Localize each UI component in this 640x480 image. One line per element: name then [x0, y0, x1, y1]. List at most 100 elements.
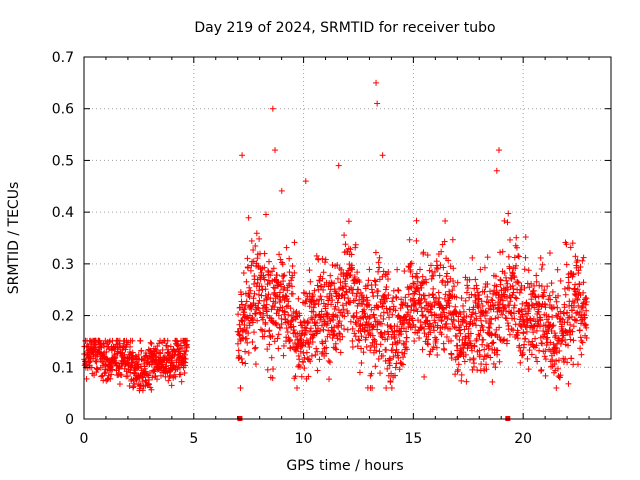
data-point [137, 337, 144, 344]
data-point [371, 336, 378, 343]
data-point [506, 331, 513, 338]
data-point [403, 334, 410, 341]
data-point [247, 287, 254, 294]
data-point [93, 365, 100, 372]
data-point [464, 282, 471, 289]
data-point [164, 337, 171, 344]
data-point [271, 338, 278, 345]
data-point [353, 313, 360, 320]
data-point [294, 384, 301, 391]
data-point [369, 384, 376, 391]
data-point [243, 278, 250, 285]
data-point [383, 346, 390, 353]
data-point [292, 373, 299, 380]
data-point [130, 383, 137, 390]
data-point [375, 288, 382, 295]
y-tick-label: 0.5 [52, 153, 74, 169]
data-point [127, 343, 134, 350]
data-point [427, 262, 434, 269]
data-point [308, 314, 315, 321]
data-point [400, 354, 407, 361]
data-point [539, 340, 546, 347]
data-point [473, 285, 480, 292]
data-point [529, 301, 536, 308]
data-point [322, 256, 329, 263]
data-point [112, 354, 119, 361]
data-point [517, 359, 524, 366]
data-point [539, 261, 546, 268]
data-point [279, 261, 286, 268]
data-point [538, 265, 545, 272]
data-point [263, 301, 270, 308]
data-point [152, 372, 159, 379]
data-point [369, 289, 376, 296]
data-point [377, 370, 384, 377]
data-point [563, 261, 570, 268]
data-point [354, 343, 361, 350]
data-point [331, 280, 338, 287]
data-point [297, 348, 304, 355]
data-point [332, 303, 339, 310]
data-point [521, 341, 528, 348]
data-points [81, 79, 590, 421]
data-point [287, 337, 294, 344]
data-point [327, 272, 334, 279]
data-point [376, 264, 383, 271]
data-point [115, 364, 122, 371]
x-tick-label: 10 [295, 431, 313, 447]
data-point [119, 362, 126, 369]
data-point [307, 325, 314, 332]
data-point [172, 373, 179, 380]
data-point [452, 303, 459, 310]
data-point [325, 357, 332, 364]
data-point [515, 279, 522, 286]
data-point [375, 355, 382, 362]
data-point [245, 214, 252, 221]
data-point [309, 339, 316, 346]
data-point [256, 309, 263, 316]
x-tick-label: 0 [80, 431, 89, 447]
data-point [308, 352, 315, 359]
data-point [314, 282, 321, 289]
data-point [328, 301, 335, 308]
data-point [395, 287, 402, 294]
data-point [339, 302, 346, 309]
data-point [497, 277, 504, 284]
data-point [101, 370, 108, 377]
data-point [412, 273, 419, 280]
data-point [546, 250, 553, 257]
chart-title: Day 219 of 2024, SRMTID for receiver tub… [194, 20, 495, 36]
data-point [361, 326, 368, 333]
data-point [326, 359, 333, 366]
data-point [536, 347, 543, 354]
data-point [116, 381, 123, 388]
data-point [347, 318, 354, 325]
data-point [159, 346, 166, 353]
data-point [326, 376, 333, 383]
data-point [289, 290, 296, 297]
data-point [416, 335, 423, 342]
data-point [343, 288, 350, 295]
data-point [283, 244, 290, 251]
data-point [576, 327, 583, 334]
data-point [373, 347, 380, 354]
data-point [335, 307, 342, 314]
data-point [242, 302, 249, 309]
data-point [522, 254, 529, 261]
data-point [264, 346, 271, 353]
data-point [561, 285, 568, 292]
data-point [266, 327, 273, 334]
data-point [248, 262, 255, 269]
data-point [247, 267, 254, 274]
data-point [492, 315, 499, 322]
data-point [570, 323, 577, 330]
data-point [358, 359, 365, 366]
data-point [301, 365, 308, 372]
data-point [537, 367, 544, 374]
data-point [424, 252, 431, 259]
data-point [124, 373, 131, 380]
data-point [272, 320, 279, 327]
data-point [287, 305, 294, 312]
data-point [235, 347, 242, 354]
data-point [183, 344, 190, 351]
